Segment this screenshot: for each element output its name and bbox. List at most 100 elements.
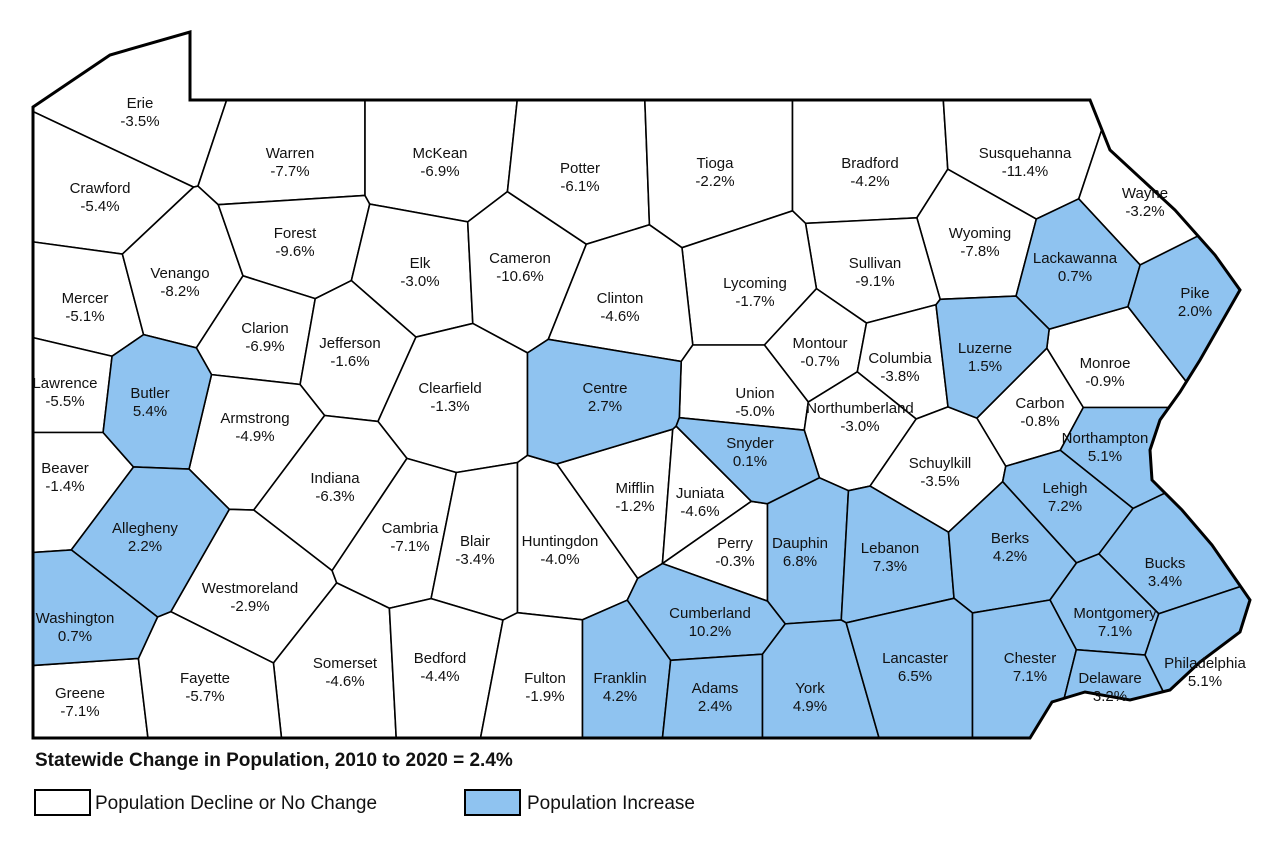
county-name: Potter	[560, 160, 600, 177]
county-change: 3.4%	[1148, 573, 1182, 590]
county-change: 5.4%	[133, 403, 167, 420]
county-name: Tioga	[697, 155, 735, 172]
county-change: -4.6%	[325, 673, 364, 690]
county-name: Beaver	[41, 460, 89, 477]
county-name: Carbon	[1015, 395, 1064, 412]
county-change: 2.0%	[1178, 303, 1212, 320]
county-change: -3.8%	[880, 368, 919, 385]
county-change: -7.1%	[60, 703, 99, 720]
county-name: Pike	[1180, 285, 1209, 302]
county-name: Indiana	[310, 470, 360, 487]
county-name: Susquehanna	[979, 145, 1072, 162]
legend-label: Population Decline or No Change	[95, 793, 377, 814]
county-name: Armstrong	[220, 410, 289, 427]
county-change: -0.8%	[1020, 413, 1059, 430]
legend-swatch	[464, 789, 521, 816]
county-name: Greene	[55, 685, 105, 702]
county-change: 7.2%	[1048, 498, 1082, 515]
county-change: 0.1%	[733, 453, 767, 470]
county-change: -3.0%	[400, 273, 439, 290]
county-name: Franklin	[593, 670, 646, 687]
county-name: Union	[735, 385, 774, 402]
county-name: Montour	[792, 335, 847, 352]
county-change: -5.0%	[735, 403, 774, 420]
county-change: -11.4%	[1002, 163, 1048, 180]
legend-swatch	[34, 789, 91, 816]
county-change: -10.6%	[496, 268, 544, 285]
county-change: -9.1%	[855, 273, 894, 290]
county-change: -7.1%	[390, 538, 429, 555]
county-change: -3.0%	[840, 418, 879, 435]
county-change: -4.6%	[600, 308, 639, 325]
county-change: -1.6%	[330, 353, 369, 370]
county-change: -5.7%	[185, 688, 224, 705]
county-change: 0.7%	[1058, 268, 1092, 285]
county	[102, 333, 213, 470]
county-change: 7.1%	[1013, 668, 1047, 685]
county-name: Blair	[460, 533, 490, 550]
county-name: Allegheny	[112, 520, 178, 537]
county-name: Jefferson	[319, 335, 380, 352]
county-name: Bedford	[414, 650, 467, 667]
county-name: McKean	[412, 145, 467, 162]
county-change: 4.9%	[793, 698, 827, 715]
county-name: Cumberland	[669, 605, 751, 622]
county-name: York	[795, 680, 825, 697]
county	[935, 295, 1051, 420]
county-change: -3.4%	[455, 551, 494, 568]
county-change: -6.9%	[245, 338, 284, 355]
county-change: -0.9%	[1085, 373, 1124, 390]
county-change: -1.3%	[430, 398, 469, 415]
county-change: 4.2%	[993, 548, 1027, 565]
county-name: Perry	[717, 535, 753, 552]
legend-label: Population Increase	[527, 793, 695, 814]
county-change: 6.5%	[898, 668, 932, 685]
county-name: Butler	[130, 385, 169, 402]
county-change: -1.4%	[45, 478, 84, 495]
county-name: Washington	[36, 610, 115, 627]
county-name: Mifflin	[616, 480, 655, 497]
county-name: Elk	[410, 255, 431, 272]
county-name: Lehigh	[1042, 480, 1087, 497]
county-change: 10.2%	[689, 623, 732, 640]
county-change: -4.6%	[680, 503, 719, 520]
county-name: Juniata	[676, 485, 725, 502]
county-name: Lawrence	[32, 375, 97, 392]
county-change: -4.0%	[540, 551, 579, 568]
county-name: Luzerne	[958, 340, 1012, 357]
county-name: Bucks	[1145, 555, 1186, 572]
county-change: -8.2%	[160, 283, 199, 300]
county-change: 6.8%	[783, 553, 817, 570]
county-name: Philadelphia	[1164, 655, 1246, 672]
caption: Statewide Change in Population, 2010 to …	[35, 750, 513, 771]
county-change: -7.7%	[270, 163, 309, 180]
county-change: 5.1%	[1188, 673, 1222, 690]
county-change: -5.1%	[65, 308, 104, 325]
county-name: Huntingdon	[522, 533, 599, 550]
county-name: Sullivan	[849, 255, 902, 272]
county-name: Adams	[692, 680, 739, 697]
county-change: -4.2%	[850, 173, 889, 190]
county-name: Cambria	[382, 520, 439, 537]
county-change: -1.9%	[525, 688, 564, 705]
county-name: Fulton	[524, 670, 566, 687]
county-name: Crawford	[70, 180, 131, 197]
county-name: Fayette	[180, 670, 230, 687]
county-change: 1.5%	[968, 358, 1002, 375]
county-change: -1.7%	[735, 293, 774, 310]
county-name: Berks	[991, 530, 1029, 547]
county-name: Clarion	[241, 320, 289, 337]
county-name: Cameron	[489, 250, 551, 267]
county-change: 4.2%	[603, 688, 637, 705]
county-name: Warren	[266, 145, 315, 162]
county-name: Columbia	[868, 350, 932, 367]
county-change: 2.4%	[698, 698, 732, 715]
county-name: Westmoreland	[202, 580, 298, 597]
county-change: -6.9%	[420, 163, 459, 180]
county-change: -5.5%	[45, 393, 84, 410]
county-name: Chester	[1004, 650, 1057, 667]
county-name: Delaware	[1078, 670, 1141, 687]
county-change: -3.2%	[1125, 203, 1164, 220]
county-change: 2.7%	[588, 398, 622, 415]
county-name: Lancaster	[882, 650, 948, 667]
